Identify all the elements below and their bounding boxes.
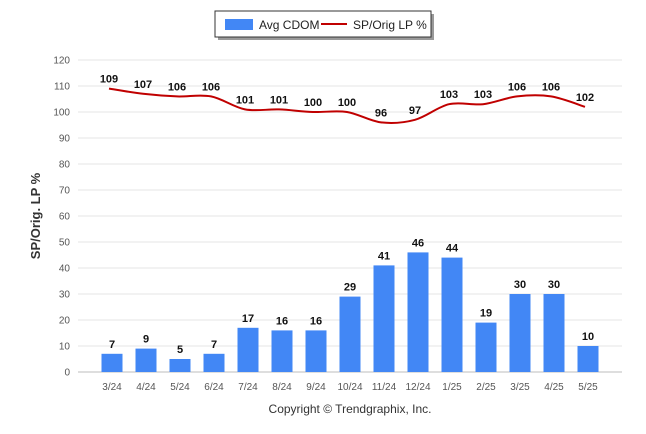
line-data-label: 97 [409, 105, 421, 117]
x-tick-label: 3/24 [102, 382, 122, 393]
bar [203, 353, 225, 372]
bar [373, 265, 395, 372]
line-path [108, 87, 586, 124]
y-tick-label: 90 [59, 134, 71, 145]
legend-label-sp-orig-lp: SP/Orig LP % [353, 18, 427, 32]
y-tick-label: 20 [59, 316, 71, 327]
bar-series-avg-cdom: 7 9 5 7 17 16 16 29 41 46 44 19 30 30 10 [101, 237, 599, 372]
line-data-label: 106 [202, 81, 220, 93]
y-tick-label: 30 [59, 290, 71, 301]
bar [271, 330, 293, 372]
x-tick-label: 5/24 [170, 382, 190, 393]
bar [169, 359, 191, 372]
x-tick-label: 4/25 [544, 382, 564, 393]
bar [339, 296, 361, 372]
y-tick-label: 120 [53, 56, 70, 67]
bar-data-label: 7 [109, 339, 115, 351]
bar [237, 327, 259, 372]
bar-data-label: 5 [177, 344, 183, 356]
line-data-label: 106 [542, 81, 560, 93]
x-tick-label: 1/25 [442, 382, 462, 393]
copyright-text: Copyright © Trendgraphix, Inc. [269, 402, 432, 416]
line-data-label: 107 [134, 79, 152, 91]
bar [441, 257, 463, 372]
y-tick-label: 40 [59, 264, 71, 275]
x-tick-label: 2/25 [476, 382, 496, 393]
line-data-label: 103 [440, 89, 458, 101]
x-tick-label: 6/24 [204, 382, 224, 393]
y-tick-label: 0 [64, 368, 70, 379]
y-tick-label: 100 [53, 108, 70, 119]
y-tick-label: 110 [54, 82, 70, 93]
bar [135, 348, 157, 372]
line-data-label: 106 [508, 81, 526, 93]
x-tick-label: 5/25 [578, 382, 598, 393]
bar-data-label: 7 [211, 339, 217, 351]
x-tick-label: 3/25 [510, 382, 530, 393]
bar-data-label: 19 [480, 308, 492, 320]
line-series-sp-orig-lp: 109 107 106 106 101 101 100 100 96 97 103 103 106 106… [100, 74, 594, 124]
bar-data-label: 17 [242, 313, 254, 325]
bar [509, 294, 531, 372]
x-tick-label: 7/24 [238, 382, 258, 393]
y-tick-label: 80 [59, 160, 71, 171]
line-data-label: 102 [576, 92, 594, 104]
line-data-label: 100 [338, 97, 356, 109]
line-data-label: 101 [236, 94, 254, 106]
legend-label-avg-cdom: Avg CDOM [259, 18, 319, 32]
x-tick-label: 10/24 [337, 382, 362, 393]
x-tick-label: 12/24 [405, 382, 430, 393]
line-data-label: 106 [168, 81, 186, 93]
y-tick-label: 50 [59, 238, 71, 249]
y-tick-label: 60 [59, 212, 71, 223]
bar [101, 353, 123, 372]
x-tick-label: 11/24 [372, 382, 397, 393]
bar-data-label: 30 [548, 279, 560, 291]
x-axis-ticks: 3/24 4/24 5/24 6/24 7/24 8/24 9/24 10/24 11/24 12… [102, 382, 598, 393]
x-tick-label: 4/24 [136, 382, 156, 393]
bar-data-label: 9 [143, 334, 149, 346]
line-data-label: 101 [270, 94, 288, 106]
x-tick-label: 9/24 [306, 382, 326, 393]
bar-data-label: 16 [276, 315, 288, 327]
y-tick-label: 10 [59, 342, 71, 353]
bar [305, 330, 327, 372]
legend-swatch-avg-cdom [225, 19, 253, 30]
line-data-label: 109 [100, 74, 118, 86]
bar [475, 322, 497, 372]
bar-data-label: 41 [378, 250, 390, 262]
bar-data-label: 16 [310, 315, 322, 327]
y-axis-ticks: 0 10 20 30 40 50 60 70 80 90 100 110 120 [53, 56, 70, 379]
bar-data-label: 44 [446, 243, 459, 255]
line-data-label: 103 [474, 89, 492, 101]
legend: Avg CDOM SP/Orig LP % [214, 10, 434, 40]
y-axis-title: SP/Orig. LP % [28, 172, 43, 259]
y-tick-label: 70 [59, 186, 71, 197]
bar [543, 294, 565, 372]
line-data-label: 100 [304, 97, 322, 109]
bar-data-label: 46 [412, 237, 424, 249]
bar-data-label: 30 [514, 279, 526, 291]
bar-data-label: 10 [582, 331, 594, 343]
bar [577, 346, 599, 372]
line-data-label: 96 [375, 107, 387, 119]
x-tick-label: 8/24 [272, 382, 292, 393]
bar [407, 252, 429, 372]
bar-data-label: 29 [344, 282, 356, 294]
